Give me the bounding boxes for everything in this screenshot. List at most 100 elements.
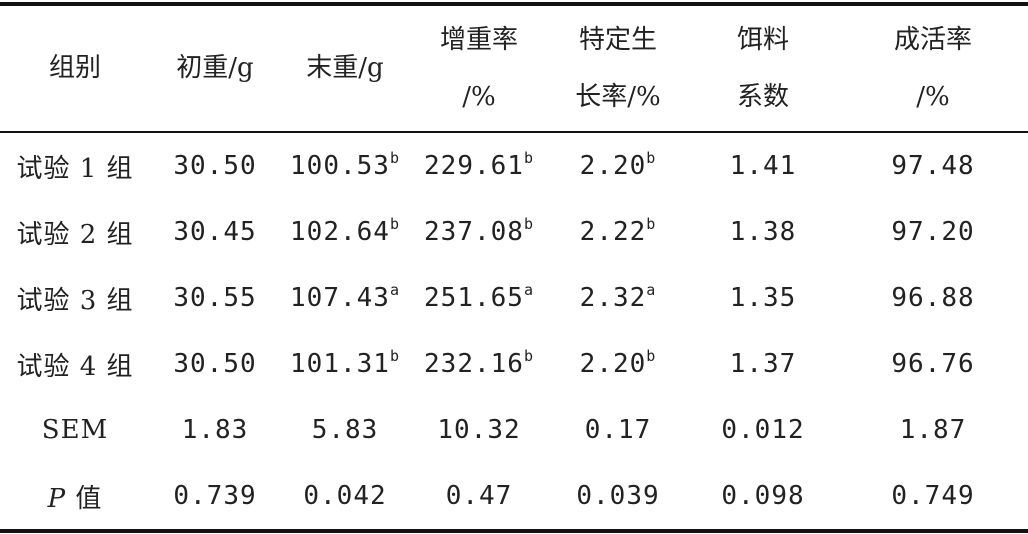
value: 10.32: [437, 415, 521, 445]
value: 30.55: [173, 283, 257, 313]
significance-letter: b: [646, 149, 657, 167]
header-row: 组别 初重/g 末重/g 增重率/% 特定生 长率/% 饵料 系数 成活率/%: [0, 4, 1028, 132]
value-cell: 5.83: [280, 397, 410, 463]
significance-letter: b: [389, 215, 400, 233]
value-cell: 0.17: [548, 397, 688, 463]
value: 0.749: [891, 481, 975, 511]
p-symbol: P: [47, 483, 67, 514]
group-cell: 试验 3 组: [16, 285, 134, 316]
value: 229.61: [424, 151, 524, 181]
column-header: 末重/g: [280, 4, 410, 132]
value: 232.16: [424, 349, 524, 379]
value: 237.08: [424, 217, 524, 247]
header-line2: /%: [462, 81, 496, 112]
value: 0.042: [303, 481, 387, 511]
column-header: 增重率 /%: [410, 4, 548, 132]
group-cell: 试验 1 组: [16, 153, 134, 184]
value-cell: 30.55: [150, 265, 280, 331]
value: 96.76: [891, 349, 975, 379]
value: 1.87: [899, 415, 967, 445]
header-line1: 末重/g: [306, 53, 384, 83]
significance-letter: b: [646, 347, 657, 365]
value: 2.32: [579, 283, 647, 313]
group-cell: P 值: [0, 463, 150, 531]
value-cell: 1.83: [150, 397, 280, 463]
value: 30.50: [173, 349, 257, 379]
header-line2: 系数: [736, 81, 789, 112]
value-cell: 107.43a: [280, 265, 410, 331]
table-row: SEM 1.83 5.83 10.32 0.17 0.012 1.87: [0, 397, 1028, 463]
value: 1.83: [181, 415, 249, 445]
header-line1: 饵料: [736, 24, 789, 55]
value-cell: 0.749: [838, 463, 1028, 531]
value: 30.50: [173, 151, 257, 181]
header-line2: /%: [916, 81, 950, 112]
column-header: 成活率 /%: [838, 4, 1028, 132]
value-cell: 2.22b: [548, 199, 688, 265]
significance-letter: b: [389, 347, 400, 365]
value-cell: 0.012: [688, 397, 838, 463]
value-cell: 96.88: [838, 265, 1028, 331]
value-cell: 2.20b: [548, 331, 688, 397]
value: 0.47: [445, 481, 513, 511]
value-cell: 1.35: [688, 265, 838, 331]
significance-letter: a: [523, 281, 534, 299]
value-cell: 30.50: [150, 132, 280, 199]
column-header: 饵料 系数: [688, 4, 838, 132]
value: 1.35: [729, 283, 797, 313]
value-cell: 232.16b: [410, 331, 548, 397]
value-cell: 251.65a: [410, 265, 548, 331]
value-cell: 102.64b: [280, 199, 410, 265]
column-header: 初重/g: [150, 4, 280, 132]
group-cell: 试验 2 组: [16, 219, 134, 250]
value: 0.17: [584, 415, 652, 445]
group-cell: 试验 4 组: [16, 351, 134, 382]
value-cell: 0.47: [410, 463, 548, 531]
value-cell: 30.45: [150, 199, 280, 265]
value: 0.012: [721, 415, 805, 445]
value: 102.64: [290, 217, 390, 247]
value: 2.20: [579, 151, 647, 181]
header-line1: 组别: [48, 53, 101, 83]
value: 2.22: [579, 217, 647, 247]
value: 0.098: [721, 481, 805, 511]
value: 1.41: [729, 151, 797, 181]
header-line1: 初重/g: [176, 53, 254, 83]
significance-letter: b: [523, 215, 534, 233]
significance-letter: a: [389, 281, 400, 299]
value-cell: 0.739: [150, 463, 280, 531]
significance-letter: b: [523, 149, 534, 167]
value-cell: 229.61b: [410, 132, 548, 199]
value: 97.48: [891, 151, 975, 181]
value-cell: 101.31b: [280, 331, 410, 397]
value-cell: 100.53b: [280, 132, 410, 199]
value-cell: 96.76: [838, 331, 1028, 397]
value-cell: 2.20b: [548, 132, 688, 199]
value: 100.53: [290, 151, 390, 181]
value: 1.38: [729, 217, 797, 247]
value: 0.739: [173, 481, 257, 511]
value-cell: 1.41: [688, 132, 838, 199]
header-line1: 成活率: [893, 24, 972, 55]
value: 107.43: [290, 283, 390, 313]
column-header: 组别: [0, 4, 150, 132]
value-cell: 97.48: [838, 132, 1028, 199]
value-cell: 1.37: [688, 331, 838, 397]
value-cell: 237.08b: [410, 199, 548, 265]
group-cell: SEM: [41, 415, 109, 445]
value: 2.20: [579, 349, 647, 379]
significance-letter: b: [523, 347, 534, 365]
table-row: P 值 0.739 0.042 0.47 0.039 0.098 0.749: [0, 463, 1028, 531]
value-cell: 30.50: [150, 331, 280, 397]
table-row: 试验 4 组 30.50 101.31b 232.16b 2.20b 1.37 96.76: [0, 331, 1028, 397]
significance-letter: b: [389, 149, 400, 167]
value: 1.37: [729, 349, 797, 379]
value-cell: 0.039: [548, 463, 688, 531]
value: 30.45: [173, 217, 257, 247]
header-line1: 增重率: [439, 24, 518, 55]
column-header: 特定生 长率/%: [548, 4, 688, 132]
value-cell: 1.38: [688, 199, 838, 265]
value-cell: 1.87: [838, 397, 1028, 463]
header-line2: 长率/%: [575, 81, 661, 112]
